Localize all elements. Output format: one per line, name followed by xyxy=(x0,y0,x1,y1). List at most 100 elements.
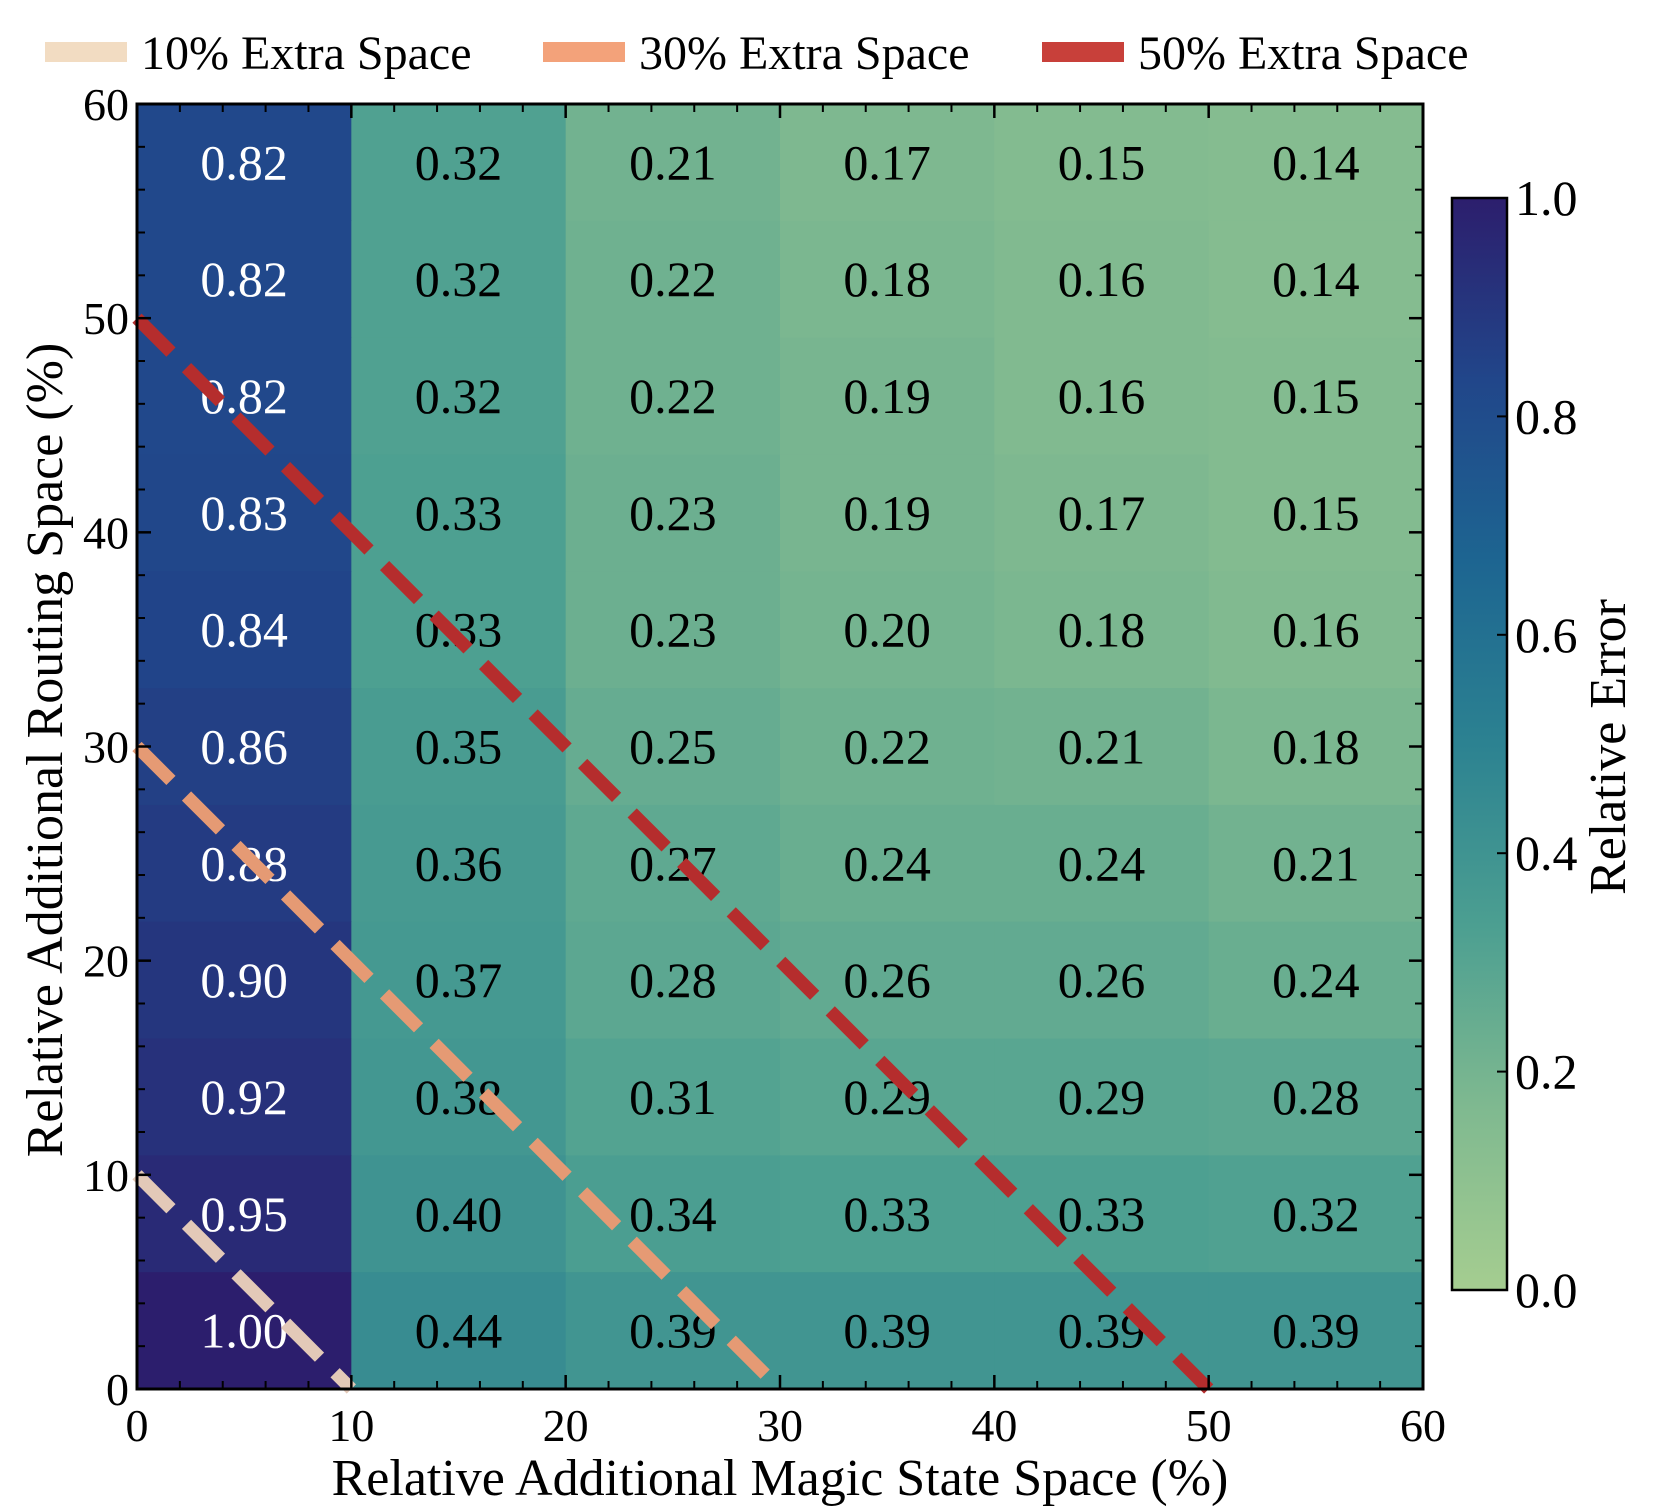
heatmap-cell xyxy=(1208,804,1424,923)
heatmap-cell xyxy=(780,804,995,923)
heatmap-cell xyxy=(994,220,1210,339)
cell-value-label: 0.18 xyxy=(1058,602,1146,658)
colorbar-tick-label: 0.6 xyxy=(1515,607,1578,663)
cell-value-label: 0.20 xyxy=(843,602,931,658)
heatmap-cell xyxy=(780,104,995,222)
heatmap-cell xyxy=(351,921,567,1040)
cell-value-label: 0.36 xyxy=(415,835,503,891)
cell-value-label: 0.92 xyxy=(200,1069,288,1125)
heatmap-cell xyxy=(351,454,567,572)
cell-value-label: 0.21 xyxy=(1058,719,1146,775)
cell-value-label: 1.00 xyxy=(200,1303,288,1359)
cell-value-label: 0.15 xyxy=(1272,368,1360,424)
cell-value-label: 0.28 xyxy=(1272,1069,1360,1125)
heatmap-cell xyxy=(351,804,567,923)
legend: 10% Extra Space 30% Extra Space 50% Extra … xyxy=(45,27,1469,80)
cell-value-label: 0.33 xyxy=(415,485,503,541)
cell-value-label: 0.14 xyxy=(1272,251,1360,307)
heatmap-cell xyxy=(1208,454,1424,572)
cell-value-label: 0.24 xyxy=(843,835,931,891)
extra-space-lines xyxy=(132,313,1214,1394)
y-tick-label: 60 xyxy=(83,79,129,130)
x-tick-label: 30 xyxy=(757,1400,803,1451)
cell-value-label: 0.18 xyxy=(1272,719,1360,775)
heatmap-cells xyxy=(137,104,1424,1390)
heatmap-cell xyxy=(351,337,567,456)
cell-value-label: 0.21 xyxy=(629,134,717,190)
axes: 0 10 20 30 40 50 60 0 10 20 30 40 50 60 xyxy=(83,79,1446,1451)
cell-value-label: 0.29 xyxy=(843,1069,931,1125)
heatmap-cell xyxy=(351,104,567,222)
heatmap-cell xyxy=(351,688,567,806)
heatmap-cell xyxy=(137,804,352,923)
extra-space-line xyxy=(132,313,1214,1394)
heatmap-cell xyxy=(351,1155,567,1273)
cell-value-label: 0.90 xyxy=(200,952,288,1008)
x-tick-label: 50 xyxy=(1186,1400,1232,1451)
heatmap-cell xyxy=(994,1038,1210,1156)
cell-value-label: 0.32 xyxy=(415,251,503,307)
cell-value-label: 0.88 xyxy=(200,835,288,891)
y-tick-label: 20 xyxy=(83,936,129,987)
heatmap-cell xyxy=(994,1272,1210,1390)
heatmap-cell xyxy=(1208,337,1424,456)
cell-value-label: 0.37 xyxy=(415,952,503,1008)
cell-value-label: 0.22 xyxy=(629,368,717,424)
cell-value-label: 0.26 xyxy=(1058,952,1146,1008)
cell-value-label: 0.33 xyxy=(843,1186,931,1242)
cell-value-label: 0.32 xyxy=(415,134,503,190)
heatmap-cell xyxy=(565,804,781,923)
cell-value-label: 0.35 xyxy=(415,719,503,775)
heatmap-cell xyxy=(565,337,781,456)
y-tick-label: 50 xyxy=(83,293,129,344)
cell-value-label: 0.14 xyxy=(1272,134,1360,190)
legend-label: 50% Extra Space xyxy=(1138,27,1469,80)
heatmap-cell xyxy=(565,454,781,572)
cell-value-label: 0.40 xyxy=(415,1186,503,1242)
heatmap-cell xyxy=(994,804,1210,923)
heatmap-cell xyxy=(780,1272,995,1390)
y-tick-label: 0 xyxy=(106,1364,129,1415)
heatmap-cell xyxy=(565,104,781,222)
colorbar-tick-label: 0.4 xyxy=(1515,825,1578,881)
legend-swatch xyxy=(543,42,625,62)
heatmap-cell xyxy=(565,921,781,1040)
colorbar-tick-label: 1.0 xyxy=(1515,170,1578,226)
legend-swatch xyxy=(45,42,127,62)
heatmap-cell xyxy=(1208,1038,1424,1156)
heatmap-cell xyxy=(137,1155,352,1273)
cell-value-label: 0.21 xyxy=(1272,835,1360,891)
cell-value-label: 0.24 xyxy=(1058,835,1146,891)
heatmap-cell xyxy=(780,571,995,689)
cell-value-label: 0.84 xyxy=(200,602,288,658)
heatmap-cell xyxy=(137,1272,352,1390)
cell-value-label: 0.15 xyxy=(1058,134,1146,190)
cell-value-label: 0.23 xyxy=(629,602,717,658)
heatmap-cell xyxy=(780,454,995,572)
legend-label: 30% Extra Space xyxy=(639,27,970,80)
legend-swatch xyxy=(1042,42,1124,62)
x-tick-label: 0 xyxy=(126,1400,149,1451)
heatmap-cell xyxy=(780,337,995,456)
x-axis-label: Relative Additional Magic State Space (%… xyxy=(332,1450,1229,1507)
heatmap-cell xyxy=(137,688,352,806)
cell-value-label: 0.15 xyxy=(1272,485,1360,541)
cell-value-label: 0.32 xyxy=(415,368,503,424)
heatmap-cell xyxy=(994,454,1210,572)
heatmap-cell xyxy=(565,1272,781,1390)
heatmap-cell xyxy=(1208,571,1424,689)
heatmap-cell xyxy=(1208,921,1424,1040)
cell-value-label: 0.39 xyxy=(1272,1303,1360,1359)
colorbar-tick-label: 0.2 xyxy=(1515,1044,1578,1100)
cell-value-label: 0.22 xyxy=(843,719,931,775)
cell-value-label: 0.18 xyxy=(843,251,931,307)
extra-space-line xyxy=(132,741,785,1394)
x-tick-label: 60 xyxy=(1400,1400,1446,1451)
cell-value-label: 0.16 xyxy=(1058,368,1146,424)
y-tick-label: 40 xyxy=(83,507,129,558)
heatmap-cell xyxy=(137,454,352,572)
cell-value-label: 0.31 xyxy=(629,1069,717,1125)
cell-value-label: 0.82 xyxy=(200,251,288,307)
heatmap-cell xyxy=(1208,688,1424,806)
